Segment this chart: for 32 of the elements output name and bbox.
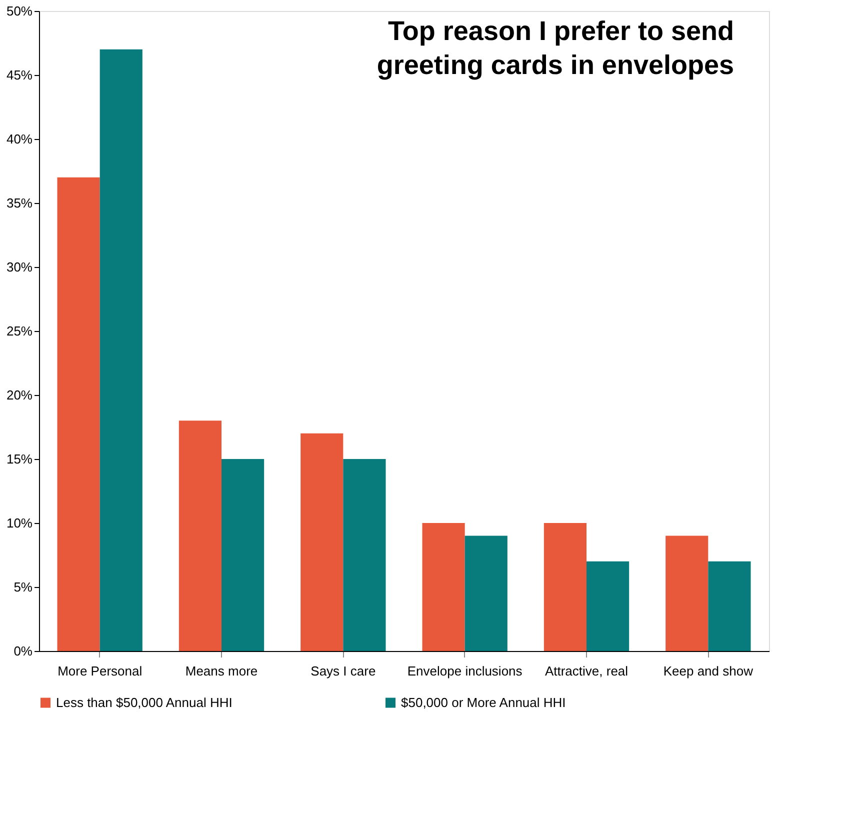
bar — [708, 561, 751, 651]
y-tick-label: 0% — [14, 644, 33, 658]
bar — [343, 459, 386, 651]
bar — [666, 536, 708, 651]
x-tick-label: More Personal — [58, 664, 142, 678]
legend-label: $50,000 or More Annual HHI — [401, 694, 566, 710]
y-tick-label: 30% — [6, 260, 33, 274]
bar — [544, 523, 586, 651]
bar — [57, 177, 100, 651]
x-tick-label: Says I care — [310, 664, 376, 678]
y-tick-label: 25% — [6, 324, 33, 338]
x-tick-label: Attractive, real — [544, 664, 628, 678]
y-tick-label: 35% — [6, 196, 33, 210]
bar — [222, 459, 264, 651]
bar — [178, 420, 222, 651]
x-tick-label: Means more — [185, 664, 258, 678]
legend-label: Less than $50,000 Annual HHI — [56, 694, 232, 710]
bar — [300, 433, 344, 651]
y-tick-label: 50% — [6, 4, 33, 18]
y-tick-label: 45% — [6, 68, 33, 82]
y-tick-label: 40% — [6, 132, 33, 146]
bar — [586, 561, 630, 651]
y-tick-label: 20% — [6, 388, 33, 402]
y-tick-label: 15% — [6, 452, 33, 466]
y-tick-label: 5% — [14, 580, 33, 594]
text: Top reason I prefer to send greeting cards in envelopes — [376, 16, 734, 80]
y-tick-label: 10% — [6, 516, 33, 530]
x-tick-label: Envelope inclusions — [407, 664, 523, 678]
bar — [422, 523, 465, 651]
x-tick-label: Keep and show — [663, 664, 754, 678]
bar — [464, 536, 508, 651]
bar — [100, 49, 142, 651]
